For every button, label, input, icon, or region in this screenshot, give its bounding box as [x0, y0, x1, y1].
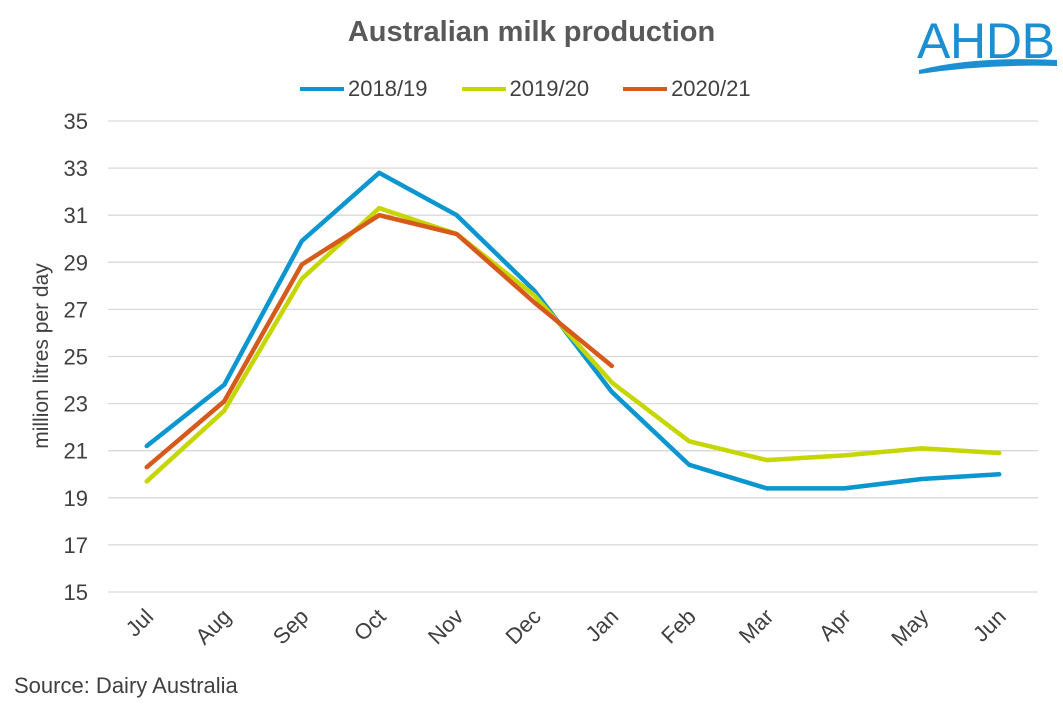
legend-label: 2020/21 — [671, 76, 751, 101]
y-tick-label: 35 — [64, 109, 88, 134]
y-tick-label: 25 — [64, 345, 88, 370]
x-tick-label: Apr — [814, 604, 856, 646]
legend-label: 2018/19 — [348, 76, 428, 101]
legend-label: 2019/20 — [509, 76, 590, 101]
legend-swatch — [300, 87, 344, 91]
y-tick-label: 33 — [64, 156, 88, 181]
x-tick-label: Mar — [734, 604, 778, 648]
series-line-2020-21 — [144, 212, 614, 470]
legend-item-2018-19: 2018/19 — [300, 76, 428, 102]
series-line-2018-19 — [144, 170, 1002, 491]
x-tick-label: Oct — [349, 604, 391, 646]
y-tick-label: 31 — [64, 203, 88, 228]
y-tick-label: 17 — [64, 533, 88, 558]
legend-swatch — [623, 87, 668, 91]
legend-swatch — [461, 87, 506, 91]
y-tick-label: 29 — [64, 250, 88, 275]
series-line-2019-20 — [144, 205, 1002, 484]
legend: 2018/19 2019/20 2020/21 — [300, 76, 751, 102]
y-tick-label: 21 — [64, 439, 88, 464]
x-tick-label: Sep — [268, 604, 313, 649]
y-tick-label: 19 — [64, 486, 88, 511]
x-tick-label: Nov — [423, 604, 468, 649]
chart-title-text: Australian milk production — [347, 16, 716, 48]
x-tick-label: Jun — [968, 604, 1011, 647]
source-note: Source: Dairy Australia — [14, 673, 238, 698]
ahdb-logo: AHDB — [917, 13, 1057, 74]
legend-item-2019-20: 2019/20 — [461, 76, 590, 102]
x-tick-label: Dec — [500, 604, 545, 649]
y-tick-label: 15 — [64, 580, 88, 605]
x-tick-label: Jan — [581, 604, 624, 647]
y-tick-label: 27 — [64, 297, 88, 322]
y-tick-label: 23 — [64, 392, 88, 417]
x-tick-label: May — [886, 604, 933, 651]
chart-title: Australian milk production — [0, 16, 1063, 49]
y-axis-label: million litres per day — [30, 263, 53, 449]
x-tick-label: Aug — [190, 604, 235, 649]
legend-item-2020-21: 2020/21 — [623, 76, 751, 102]
x-tick-label: Feb — [656, 604, 700, 648]
x-tick-label: Jul — [121, 604, 159, 642]
